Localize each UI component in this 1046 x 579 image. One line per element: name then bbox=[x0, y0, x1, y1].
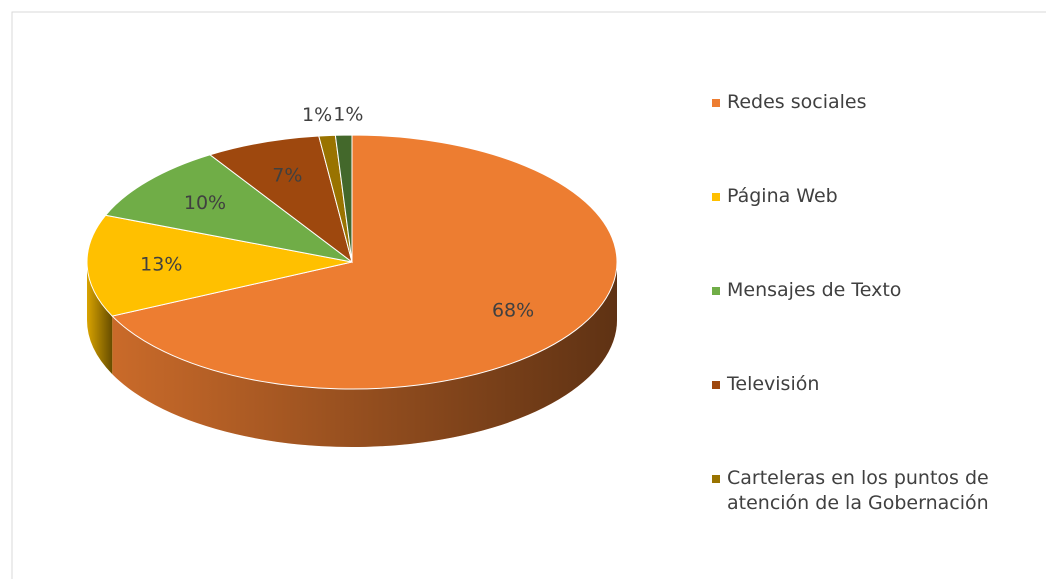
data-label: 7% bbox=[272, 164, 302, 186]
data-label: 1% bbox=[333, 103, 363, 125]
legend-swatch bbox=[712, 99, 720, 107]
legend-swatch bbox=[712, 475, 720, 483]
slice bbox=[86, 214, 353, 317]
slice bbox=[111, 134, 618, 390]
legend-swatch bbox=[712, 287, 720, 295]
legend-item: Página Web bbox=[712, 184, 1032, 209]
slice bbox=[334, 134, 353, 263]
legend-label: Televisión bbox=[727, 373, 820, 395]
slice-side-shade bbox=[112, 262, 618, 447]
legend-label: Redes sociales bbox=[727, 91, 867, 113]
legend-item: Televisión bbox=[712, 372, 1032, 397]
legend-label: Carteleras en los puntos de atención de … bbox=[727, 467, 989, 514]
legend-item: Redes sociales bbox=[712, 90, 1032, 115]
slice bbox=[104, 154, 353, 263]
data-label: 13% bbox=[140, 253, 182, 275]
legend-item: Carteleras en los puntos de atención de … bbox=[712, 466, 1032, 516]
chart-border bbox=[11, 11, 1046, 579]
legend-label: Mensajes de Texto bbox=[727, 279, 902, 301]
legend-item: Mensajes de Texto bbox=[712, 278, 1032, 303]
legend-swatch bbox=[712, 193, 720, 201]
slice bbox=[208, 135, 353, 264]
legend-swatch bbox=[712, 381, 720, 389]
legend-label: Página Web bbox=[727, 185, 838, 207]
data-label: 68% bbox=[492, 299, 534, 321]
data-label: 1% bbox=[302, 104, 332, 126]
data-label: 10% bbox=[184, 192, 226, 214]
